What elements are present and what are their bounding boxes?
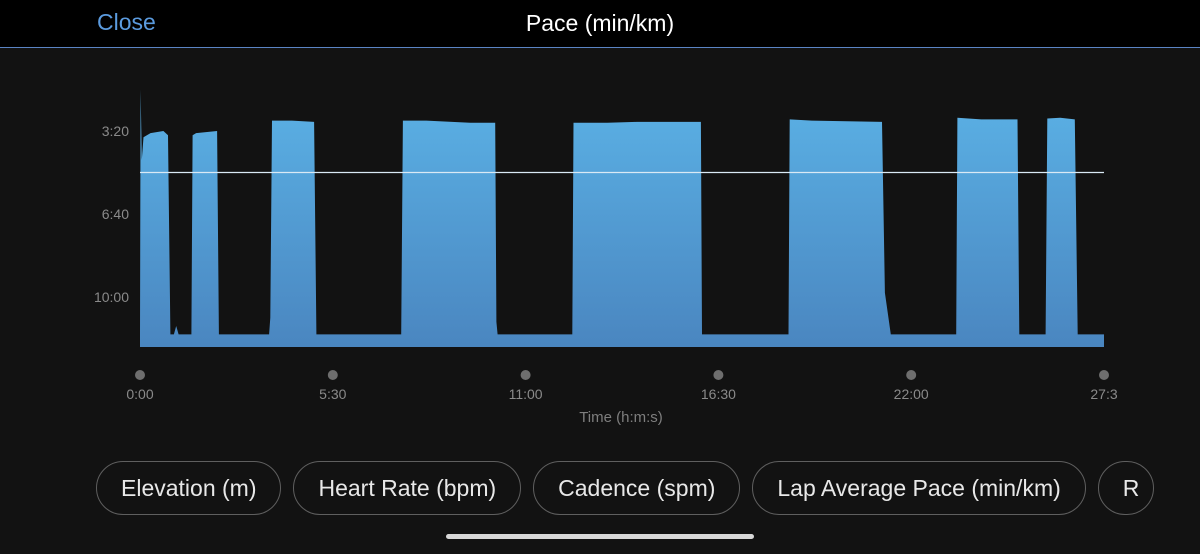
- x-tick-label: 16:30: [701, 386, 736, 402]
- x-tick-label: 11:00: [509, 386, 543, 402]
- x-tick-dot: [1099, 370, 1109, 380]
- x-tick-dot: [713, 370, 724, 380]
- x-tick-label: 22:00: [894, 386, 929, 402]
- metric-chip-bar[interactable]: Elevation (m) Heart Rate (bpm) Cadence (…: [96, 461, 1154, 515]
- pace-chart-svg: 3:20 6:40 10:00 0:00 5:30 11:00 16:30 22:00 27:3…: [94, 89, 1118, 426]
- chip-lap-average-pace[interactable]: Lap Average Pace (min/km): [752, 461, 1086, 515]
- chip-heart-rate[interactable]: Heart Rate (bpm): [293, 461, 522, 515]
- x-tick-dot: [520, 370, 531, 380]
- x-tick-dot: [135, 370, 145, 380]
- y-tick-label: 6:40: [102, 206, 129, 222]
- chip-elevation[interactable]: Elevation (m): [96, 461, 282, 515]
- x-tick-label: 5:30: [319, 386, 346, 402]
- y-tick-label: 10:00: [94, 289, 129, 305]
- x-tick-label: 0:00: [126, 386, 153, 402]
- pace-area-series: [140, 89, 1104, 347]
- top-bar: Close Pace (min/km): [0, 0, 1200, 48]
- chip-partial[interactable]: R: [1097, 461, 1154, 515]
- x-axis-title: Time (h:m:s): [579, 409, 663, 426]
- x-tick-dot: [327, 370, 338, 380]
- chip-cadence[interactable]: Cadence (spm): [533, 461, 741, 515]
- pace-chart[interactable]: 3:20 6:40 10:00 0:00 5:30 11:00 16:30 22:00 27:3…: [0, 49, 1200, 439]
- home-indicator: [446, 534, 754, 539]
- page-title: Pace (min/km): [525, 10, 675, 36]
- x-tick-dot: [906, 370, 917, 380]
- y-tick-label: 3:20: [102, 123, 129, 139]
- x-tick-label: 27:3: [1090, 386, 1117, 402]
- close-button[interactable]: Close: [97, 9, 156, 35]
